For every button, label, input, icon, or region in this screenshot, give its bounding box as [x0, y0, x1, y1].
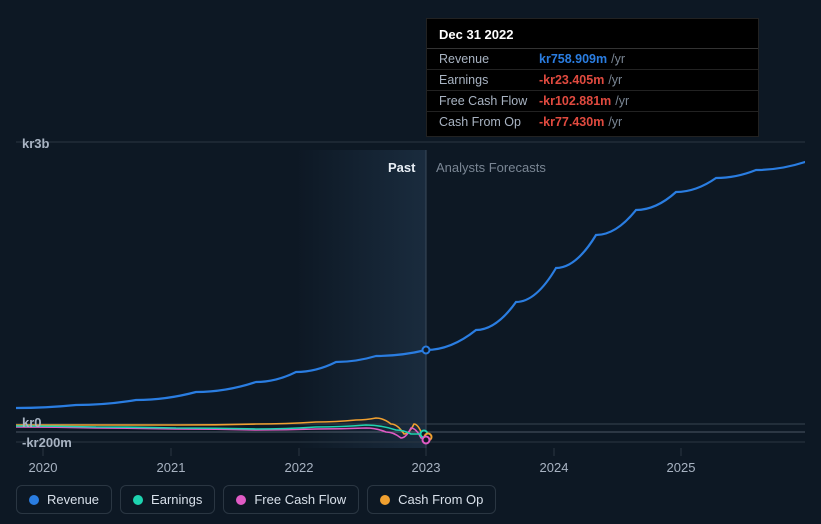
legend-swatch-icon [133, 495, 143, 505]
past-label: Past [388, 160, 415, 175]
tooltip-row-unit: /yr [608, 73, 622, 87]
legend-swatch-icon [236, 495, 246, 505]
legend-item-earnings[interactable]: Earnings [120, 485, 215, 514]
tooltip-row-label: Revenue [439, 52, 539, 66]
legend-swatch-icon [380, 495, 390, 505]
data-point-marker [422, 346, 431, 355]
legend-label: Revenue [47, 492, 99, 507]
x-axis-label: 2023 [412, 460, 441, 475]
x-axis-label: 2020 [29, 460, 58, 475]
y-axis-label: kr3b [22, 136, 49, 151]
legend-label: Free Cash Flow [254, 492, 346, 507]
legend-label: Cash From Op [398, 492, 483, 507]
x-axis-label: 2025 [667, 460, 696, 475]
tooltip-row: Revenuekr758.909m/yr [427, 49, 758, 70]
legend-swatch-icon [29, 495, 39, 505]
tooltip-row-unit: /yr [615, 94, 629, 108]
tooltip-row-label: Free Cash Flow [439, 94, 539, 108]
tooltip-row-label: Cash From Op [439, 115, 539, 129]
x-axis-label: 2022 [285, 460, 314, 475]
x-axis-label: 2021 [157, 460, 186, 475]
chart-legend: Revenue Earnings Free Cash Flow Cash From O… [16, 485, 496, 514]
legend-item-cashop[interactable]: Cash From Op [367, 485, 496, 514]
legend-item-revenue[interactable]: Revenue [16, 485, 112, 514]
hover-tooltip: Dec 31 2022 Revenuekr758.909m/yrEarnings… [426, 18, 759, 137]
forecast-label: Analysts Forecasts [436, 160, 546, 175]
data-point-marker [422, 436, 431, 445]
y-axis-label: kr0 [22, 415, 42, 430]
tooltip-row: Cash From Op-kr77.430m/yr [427, 112, 758, 132]
tooltip-row-label: Earnings [439, 73, 539, 87]
tooltip-row: Earnings-kr23.405m/yr [427, 70, 758, 91]
legend-label: Earnings [151, 492, 202, 507]
tooltip-date: Dec 31 2022 [427, 27, 758, 49]
legend-item-fcf[interactable]: Free Cash Flow [223, 485, 359, 514]
tooltip-row-value: -kr102.881m [539, 94, 611, 108]
tooltip-row-value: kr758.909m [539, 52, 607, 66]
tooltip-row-unit: /yr [608, 115, 622, 129]
tooltip-row-value: -kr23.405m [539, 73, 604, 87]
tooltip-row-unit: /yr [611, 52, 625, 66]
tooltip-row: Free Cash Flow-kr102.881m/yr [427, 91, 758, 112]
y-axis-label: -kr200m [22, 435, 72, 450]
x-axis-label: 2024 [540, 460, 569, 475]
tooltip-row-value: -kr77.430m [539, 115, 604, 129]
